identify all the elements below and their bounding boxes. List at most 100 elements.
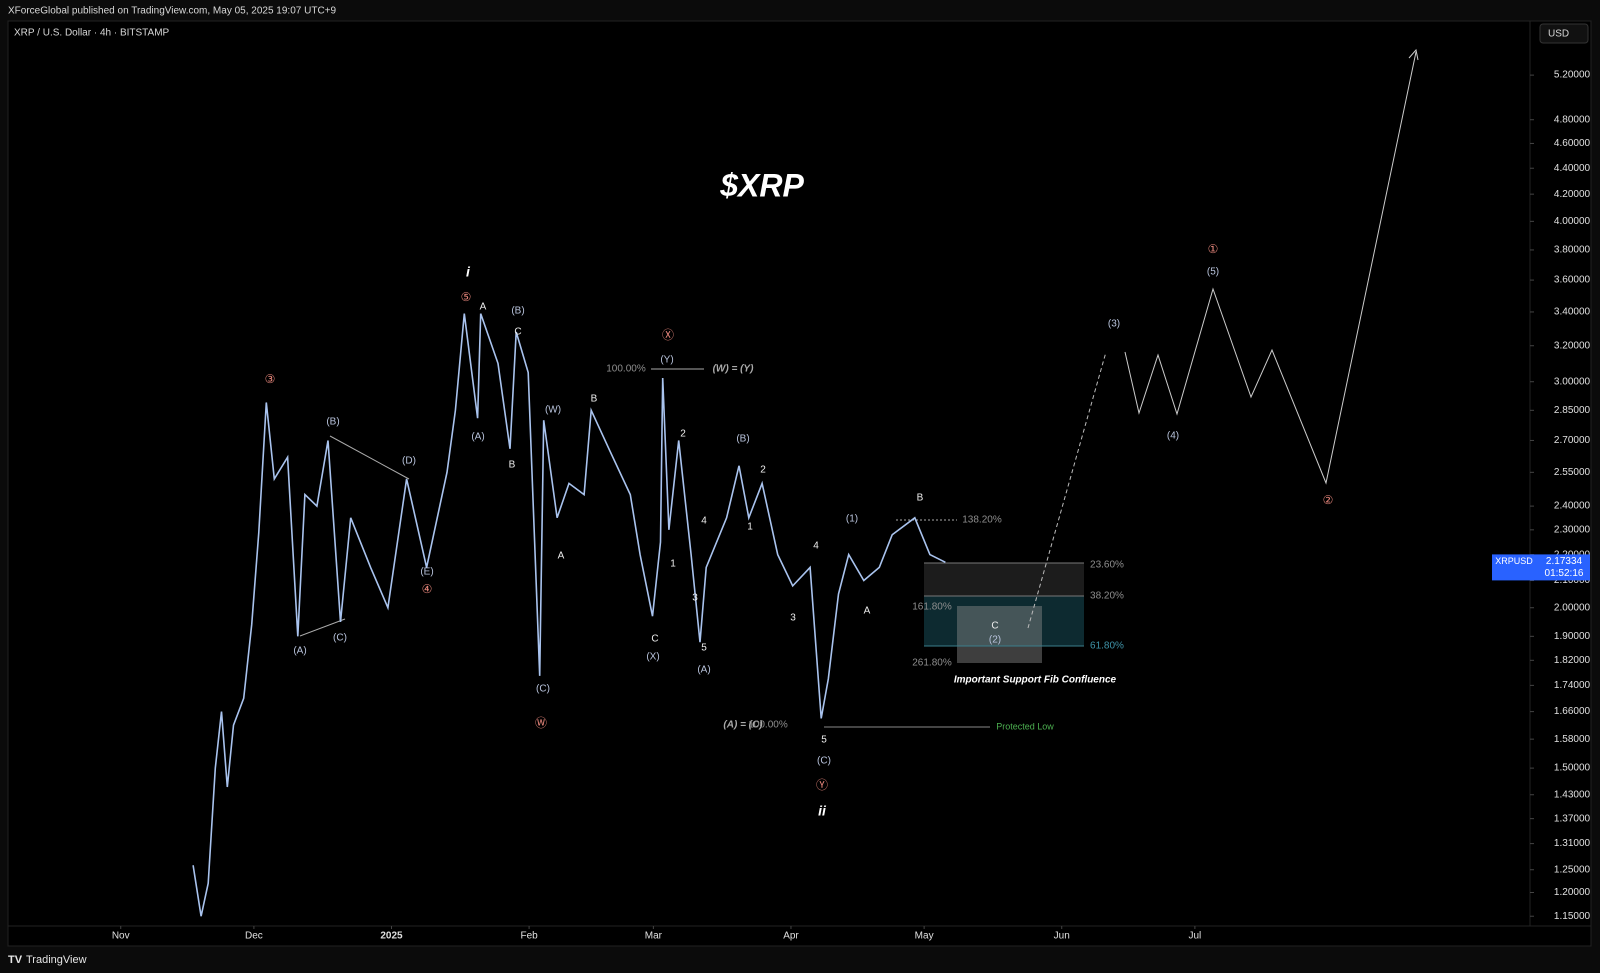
y-tick-label: 3.80000 — [1554, 245, 1591, 256]
y-tick-label: 2.10000 — [1554, 575, 1591, 586]
wave-label: ③ — [265, 372, 276, 386]
y-tick-label: 2.40000 — [1554, 501, 1591, 512]
y-tick-label: 2.30000 — [1554, 524, 1591, 535]
y-tick-label: 1.66000 — [1554, 706, 1591, 717]
wave-label: ⑤ — [461, 290, 472, 304]
fib-zone — [924, 596, 1084, 646]
wave-label: (B) — [736, 434, 749, 445]
fib-label: 138.20% — [962, 515, 1002, 526]
wave-label: 4 — [813, 541, 819, 552]
wave-label: Ⓧ — [662, 328, 674, 342]
wave-label: 1 — [670, 559, 676, 570]
y-tick-label: 3.00000 — [1554, 376, 1591, 387]
price-tag — [1492, 554, 1590, 581]
x-tick-label: Mar — [645, 931, 663, 942]
y-tick-label: 4.40000 — [1554, 163, 1591, 174]
wave-label: ② — [1323, 493, 1334, 507]
wave-label: (A) — [697, 665, 710, 676]
wave-label: ① — [1208, 242, 1219, 256]
x-tick-label: Jul — [1188, 931, 1201, 942]
publisher: XForceGlobal published on TradingView.co… — [8, 6, 337, 17]
fib-extension-zone — [957, 606, 1042, 663]
currency-button[interactable] — [1539, 23, 1589, 44]
wave-label: 3 — [790, 613, 796, 624]
wave-label: C — [991, 621, 998, 632]
y-tick-label: 4.20000 — [1554, 189, 1591, 200]
triangle-line — [329, 435, 410, 480]
fib-label: 100.00% — [748, 720, 788, 731]
wave-label: (X) — [646, 652, 659, 663]
wave-label: A — [480, 302, 487, 313]
chart-title: $XRP — [719, 167, 804, 203]
wave-label: (A) — [293, 646, 306, 657]
wave-label: ④ — [422, 582, 433, 596]
fib-label: 61.80% — [1090, 641, 1124, 652]
wave-label: (5) — [1207, 267, 1219, 278]
brand: TradingView — [26, 954, 87, 966]
wave-label: Ⓨ — [816, 778, 828, 792]
wave-label: 5 — [701, 643, 707, 654]
x-tick-label: Apr — [783, 931, 799, 942]
y-tick-label: 1.37000 — [1554, 813, 1591, 824]
y-tick-label: 3.20000 — [1554, 340, 1591, 351]
currency[interactable]: USD — [1548, 29, 1569, 40]
x-tick-label: Nov — [112, 931, 130, 942]
fib-label: 38.20% — [1090, 591, 1124, 602]
fib-label: (W) = (Y) — [713, 364, 754, 375]
projection — [1124, 51, 1417, 485]
wave-label: A — [558, 551, 565, 562]
wave-label: 2 — [680, 429, 686, 440]
x-tick-label: Dec — [245, 931, 263, 942]
y-tick-label: 4.00000 — [1554, 216, 1591, 227]
wave-label: (A) — [471, 432, 484, 443]
y-tick-label: 4.80000 — [1554, 114, 1591, 125]
wave-label: (Y) — [660, 355, 673, 366]
wave-label: 4 — [701, 516, 707, 527]
wave-label: (1) — [846, 514, 858, 525]
y-tick-label: 1.31000 — [1554, 838, 1591, 849]
projection — [1027, 351, 1107, 629]
wave-label: ii — [818, 803, 827, 819]
fib-zone — [924, 563, 1084, 596]
triangle-line — [299, 618, 346, 637]
wave-label: 3 — [692, 593, 698, 604]
price-line — [192, 313, 946, 917]
wave-label: C — [514, 327, 521, 338]
wave-label: Ⓦ — [535, 716, 547, 730]
y-tick-label: 1.90000 — [1554, 631, 1591, 642]
wave-label: (E) — [420, 567, 433, 578]
y-tick-label: 1.82000 — [1554, 655, 1591, 666]
y-tick-label: 2.70000 — [1554, 435, 1591, 446]
wave-label: (C) — [536, 684, 550, 695]
wave-label: (B) — [511, 306, 524, 317]
y-tick-label: 1.15000 — [1554, 911, 1591, 922]
wave-label: A — [864, 606, 871, 617]
wave-label: (4) — [1167, 431, 1179, 442]
wave-label: (C) — [333, 633, 347, 644]
y-tick-label: 2.00000 — [1554, 602, 1591, 613]
chart-panel — [7, 20, 1592, 947]
wave-label: (D) — [402, 456, 416, 467]
fib-label: 261.80% — [912, 658, 952, 669]
brand-logo: TV — [8, 954, 23, 966]
wave-label: B — [917, 493, 924, 504]
wave-label: i — [466, 264, 471, 280]
y-tick-label: 2.55000 — [1554, 467, 1591, 478]
y-tick-label: 2.85000 — [1554, 405, 1591, 416]
fib-label: Protected Low — [996, 721, 1054, 731]
y-tick-label: 3.60000 — [1554, 275, 1591, 286]
symbol: XRP / U.S. Dollar · 4h · BITSTAMP — [14, 28, 170, 39]
y-tick-label: 1.43000 — [1554, 789, 1591, 800]
price-symbol: XRPUSD — [1495, 556, 1533, 566]
fib-label: Important Support Fib Confluence — [954, 675, 1117, 686]
y-tick-label: 1.74000 — [1554, 680, 1591, 691]
projection-arrow — [1408, 48, 1419, 61]
wave-label: (3) — [1108, 319, 1120, 330]
y-tick-label: 5.20000 — [1554, 70, 1591, 81]
wave-label: (2) — [989, 635, 1001, 646]
wave-label: 2 — [760, 465, 766, 476]
fib-label: 23.60% — [1090, 560, 1124, 571]
y-tick-label: 4.60000 — [1554, 138, 1591, 149]
y-tick-label: 1.20000 — [1554, 887, 1591, 898]
